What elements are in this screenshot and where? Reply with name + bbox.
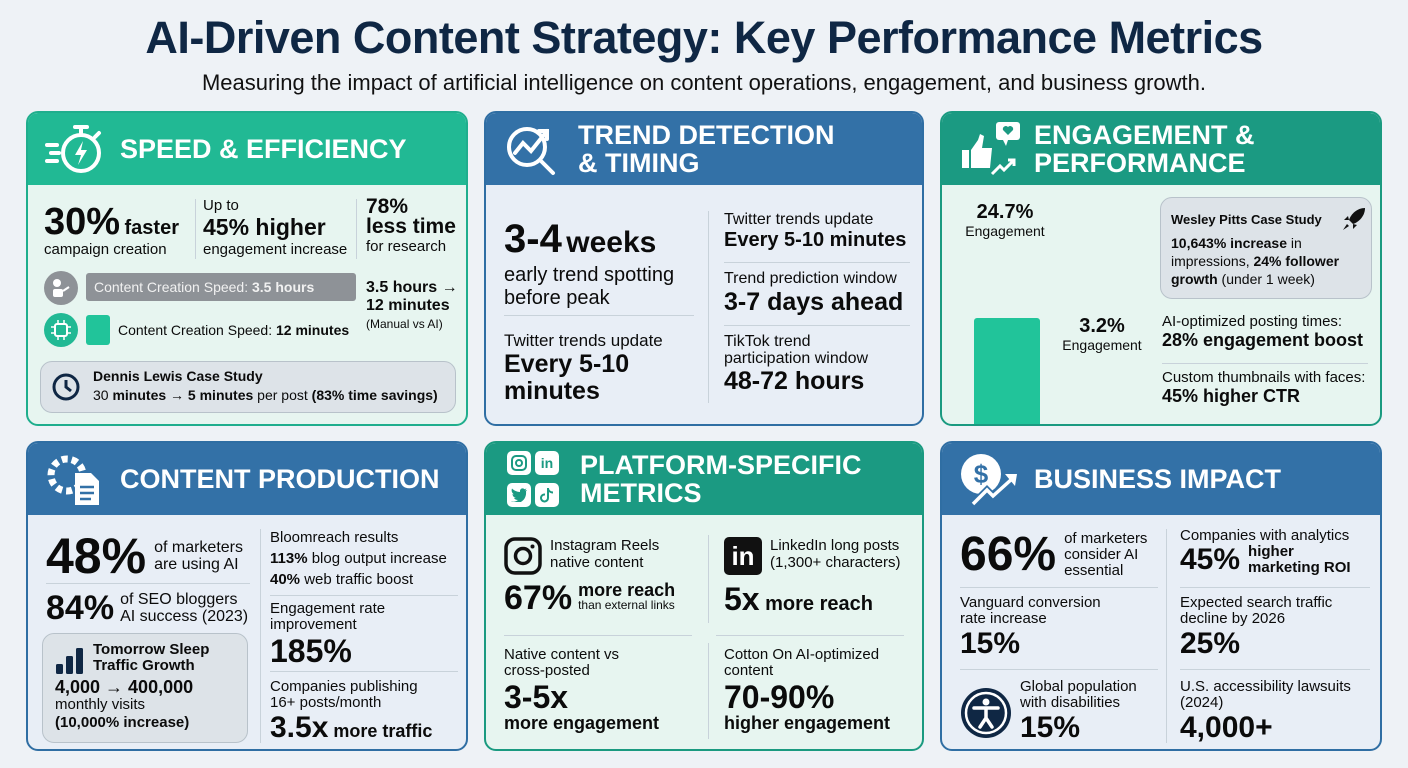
case-study-box: Wesley Pitts Case Study 10,643% increase… (1160, 197, 1372, 299)
card-title: SPEED & EFFICIENCY (120, 134, 407, 164)
case-study-box: Tomorrow Sleep Traffic Growth 4,000 → 400… (42, 633, 248, 743)
linkedin-icon: in (535, 451, 559, 475)
stat-value: 3-5x (504, 679, 569, 715)
card-title: TREND DETECTION (578, 120, 835, 150)
speed-efficiency-card: SPEED & EFFICIENCY 30% faster campaign c… (26, 111, 468, 426)
stopwatch-lightning-icon (40, 119, 110, 179)
rocket-icon (1341, 206, 1367, 237)
stat-value: 25% (1180, 627, 1241, 660)
stat-value: 185% (270, 633, 352, 669)
card-header: $ BUSINESS IMPACT (942, 443, 1380, 515)
twitter-icon (507, 483, 531, 507)
stat-value: 3-4 (504, 217, 562, 261)
ai-speed-bar (86, 315, 110, 345)
clock-icon (51, 372, 81, 407)
stat-value: 78% (366, 195, 409, 218)
bar-chart-icon (55, 646, 85, 679)
engagement-performance-card: ENGAGEMENT & PERFORMANCE 24.7% Engagemen… (940, 111, 1382, 426)
stat-value: 48% (46, 528, 147, 584)
instagram-icon (504, 537, 542, 580)
stat-value: 3.5x (270, 711, 329, 744)
card-header: SPEED & EFFICIENCY (28, 113, 466, 185)
engagement-bar-chart: 24.7% Engagement 3.2% Engagement Trendin… (942, 185, 1380, 424)
linkedin-icon: in (724, 537, 762, 575)
gear-document-icon (40, 449, 110, 509)
card-title: BUSINESS IMPACT (1034, 464, 1282, 494)
platform-metrics-card: in PLATFORM-SPECIFIC METRICS Instagram R… (484, 441, 924, 751)
instagram-icon (507, 451, 531, 475)
stat-value: 45% higher (203, 214, 326, 240)
stat-value: 15% (1020, 711, 1081, 744)
card-header: CONTENT PRODUCTION (28, 443, 466, 515)
manual-worker-icon (44, 271, 78, 305)
tiktok-icon (535, 483, 559, 507)
case-study-box: Dennis Lewis Case Study 30 minutes → 5 m… (40, 361, 456, 413)
svg-text:$: $ (974, 459, 989, 489)
stat-value: 70-90% (724, 679, 835, 715)
manual-speed-bar: Content Creation Speed: 3.5 hours (86, 273, 356, 301)
stat-value: 66% (960, 528, 1057, 581)
stat-value: 4,000+ (1180, 711, 1273, 744)
card-header: in PLATFORM-SPECIFIC METRICS (486, 443, 922, 515)
social-icons: in (504, 449, 562, 509)
card-title: PLATFORM-SPECIFIC (580, 450, 862, 480)
business-impact-card: $ BUSINESS IMPACT 66% of marketers consid… (940, 441, 1382, 751)
stat-value: 45% (1180, 543, 1241, 576)
magnifier-trend-icon (498, 119, 568, 179)
card-title: CONTENT PRODUCTION (120, 464, 440, 494)
content-production-card: CONTENT PRODUCTION 48% of marketers are u… (26, 441, 468, 751)
stat-value: 84% (46, 589, 115, 627)
page-subtitle: Measuring the impact of artificial intel… (201, 70, 1207, 95)
ai-chip-icon (44, 313, 78, 347)
dollar-growth-icon: $ (954, 449, 1024, 509)
bar-trending (974, 318, 1040, 424)
stat-value: 30% (44, 201, 121, 243)
thumbs-up-heart-icon (954, 119, 1024, 179)
card-header: ENGAGEMENT & PERFORMANCE (942, 113, 1380, 185)
stat-value: 15% (960, 627, 1021, 660)
stat-value: 67% (504, 579, 573, 617)
card-title: ENGAGEMENT & (1034, 120, 1255, 150)
trend-detection-card: TREND DETECTION & TIMING 3-4 weeks early… (484, 111, 924, 426)
page-title: AI-Driven Content Strategy: Key Performa… (145, 12, 1263, 63)
card-header: TREND DETECTION & TIMING (486, 113, 922, 185)
stat-value: 5x (724, 581, 760, 617)
accessibility-icon (960, 687, 1012, 744)
